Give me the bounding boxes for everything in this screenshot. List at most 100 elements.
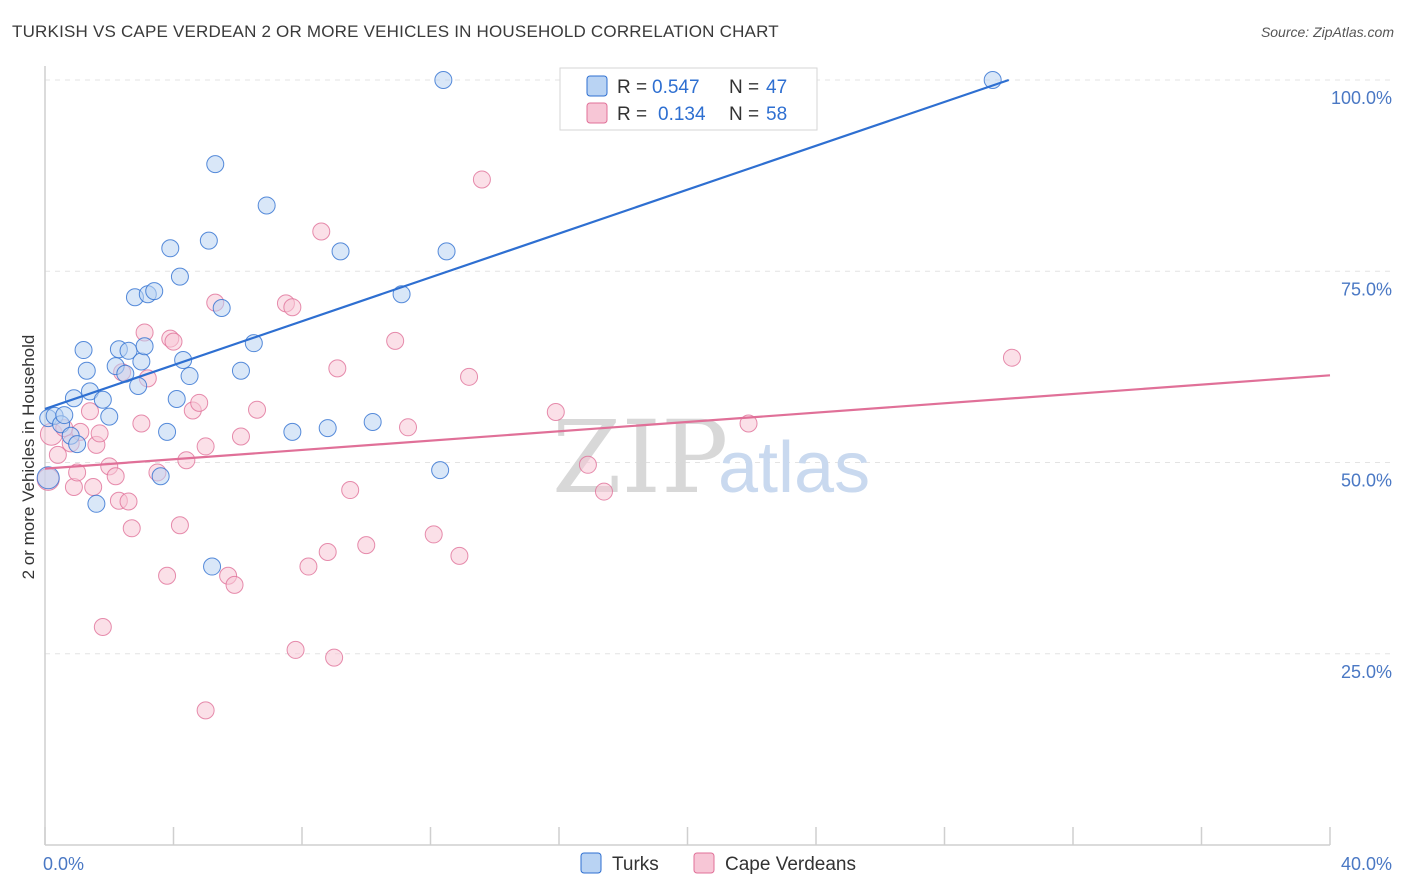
turks-point-34 xyxy=(212,298,231,317)
turks-point-23 xyxy=(145,282,164,301)
cape-point-47 xyxy=(386,331,405,350)
cape-point-27 xyxy=(177,451,196,470)
cape-point-14 xyxy=(106,467,125,486)
cape-point-17 xyxy=(119,492,138,511)
cape-point-51 xyxy=(460,367,479,386)
y-tick-label-1: 75.0% xyxy=(1341,279,1392,299)
cape-point-25 xyxy=(164,332,183,351)
turks-point-25 xyxy=(158,422,177,441)
turks-point-40 xyxy=(331,242,350,261)
y-tick-label-2: 50.0% xyxy=(1341,471,1392,491)
cape-point-31 xyxy=(196,701,215,720)
legend-cape-r-label: R = xyxy=(617,104,647,125)
turks-point-32 xyxy=(203,557,222,576)
bottom-legend-turks: Turks xyxy=(612,854,659,875)
cape-point-50 xyxy=(450,546,469,565)
bottom-legend-swatch-cape xyxy=(693,852,715,874)
cape-point-9 xyxy=(84,477,103,496)
cape-point-35 xyxy=(231,427,250,446)
turks-point-26 xyxy=(161,239,180,258)
legend-swatch-cape xyxy=(586,102,608,124)
cape-point-5 xyxy=(64,477,83,496)
cape-point-57 xyxy=(1002,348,1021,367)
turks-point-33 xyxy=(206,155,225,174)
y-axis-title: 2 or more Vehicles in Household xyxy=(19,335,38,580)
legend-cape-n-value: 58 xyxy=(766,104,787,125)
turks-point-9 xyxy=(77,361,96,380)
cape-point-19 xyxy=(132,414,151,433)
cape-point-43 xyxy=(325,648,344,667)
cape-point-26 xyxy=(170,516,189,535)
turks-point-31 xyxy=(199,231,218,250)
cape-point-56 xyxy=(739,414,758,433)
x-tick-label-1: 40.0% xyxy=(1341,854,1392,874)
legend-turks-n-value: 47 xyxy=(766,77,787,98)
turks-point-21 xyxy=(135,337,154,356)
cape-point-38 xyxy=(283,298,302,317)
cape-point-45 xyxy=(341,481,360,500)
watermark-zip: ZIP xyxy=(552,399,728,516)
turks-point-1 xyxy=(36,466,60,490)
cape-point-18 xyxy=(122,519,141,538)
legend-swatch-turks xyxy=(586,75,608,97)
turks-point-44 xyxy=(437,242,456,261)
axes xyxy=(44,66,1331,846)
cape-point-52 xyxy=(472,170,491,189)
turks-point-42 xyxy=(392,285,411,304)
turks-point-30 xyxy=(180,367,199,386)
turks-points xyxy=(36,71,1002,576)
turks-trend-line xyxy=(44,78,1010,410)
cape-point-40 xyxy=(299,557,318,576)
x-tick-labels: 0.0% 40.0% xyxy=(43,854,1392,874)
cape-point-8 xyxy=(80,402,99,421)
turks-point-37 xyxy=(257,196,276,215)
legend-turks-r-value: 0.547 xyxy=(652,77,700,98)
turks-point-45 xyxy=(434,71,453,89)
turks-point-28 xyxy=(170,267,189,286)
top-legend: R = 0.547 N = 47 R = 0.134 N = 58 xyxy=(559,67,818,131)
x-tick-label-0: 0.0% xyxy=(43,854,84,874)
y-tick-label-0: 100.0% xyxy=(1331,88,1392,108)
cape-point-46 xyxy=(357,536,376,555)
cape-point-39 xyxy=(286,640,305,659)
turks-point-13 xyxy=(100,407,119,426)
bottom-legend: Turks Cape Verdeans xyxy=(580,852,856,875)
cape-point-53 xyxy=(546,403,565,422)
turks-point-35 xyxy=(231,361,250,380)
y-tick-label-3: 25.0% xyxy=(1341,662,1392,682)
turks-point-7 xyxy=(68,435,87,454)
cape-verdeans-points xyxy=(36,170,1021,720)
cape-point-49 xyxy=(424,525,443,544)
cape-point-6 xyxy=(68,463,87,482)
cape-point-12 xyxy=(93,617,112,636)
cape-point-41 xyxy=(312,222,331,241)
turks-point-38 xyxy=(283,422,302,441)
cape-point-2 xyxy=(48,445,67,464)
source-label: Source: ZipAtlas.com xyxy=(1260,24,1394,40)
cape-point-11 xyxy=(90,424,109,443)
y-tick-labels: 100.0% 75.0% 50.0% 25.0% xyxy=(1331,88,1392,682)
watermark-atlas: atlas xyxy=(718,428,870,508)
cape-point-34 xyxy=(225,575,244,594)
cape-point-54 xyxy=(578,455,597,474)
cape-trend-line xyxy=(44,374,1331,470)
cape-point-55 xyxy=(594,482,613,501)
turks-point-41 xyxy=(363,412,382,431)
cape-point-30 xyxy=(196,437,215,456)
cape-point-36 xyxy=(248,400,267,419)
legend-cape-n-label: N = xyxy=(729,104,759,125)
turks-point-8 xyxy=(74,341,93,360)
bottom-legend-cape: Cape Verdeans xyxy=(725,854,856,875)
bottom-legend-swatch-turks xyxy=(580,852,602,874)
legend-turks-r-label: R = xyxy=(617,77,647,98)
turks-point-12 xyxy=(93,390,112,409)
cape-point-42 xyxy=(318,543,337,562)
cape-point-23 xyxy=(158,566,177,585)
turks-point-4 xyxy=(55,406,74,425)
chart-title: TURKISH VS CAPE VERDEAN 2 OR MORE VEHICL… xyxy=(12,22,779,41)
turks-point-24 xyxy=(151,467,170,486)
cape-point-48 xyxy=(399,418,418,437)
legend-turks-n-label: N = xyxy=(729,77,759,98)
cape-point-44 xyxy=(328,359,347,378)
